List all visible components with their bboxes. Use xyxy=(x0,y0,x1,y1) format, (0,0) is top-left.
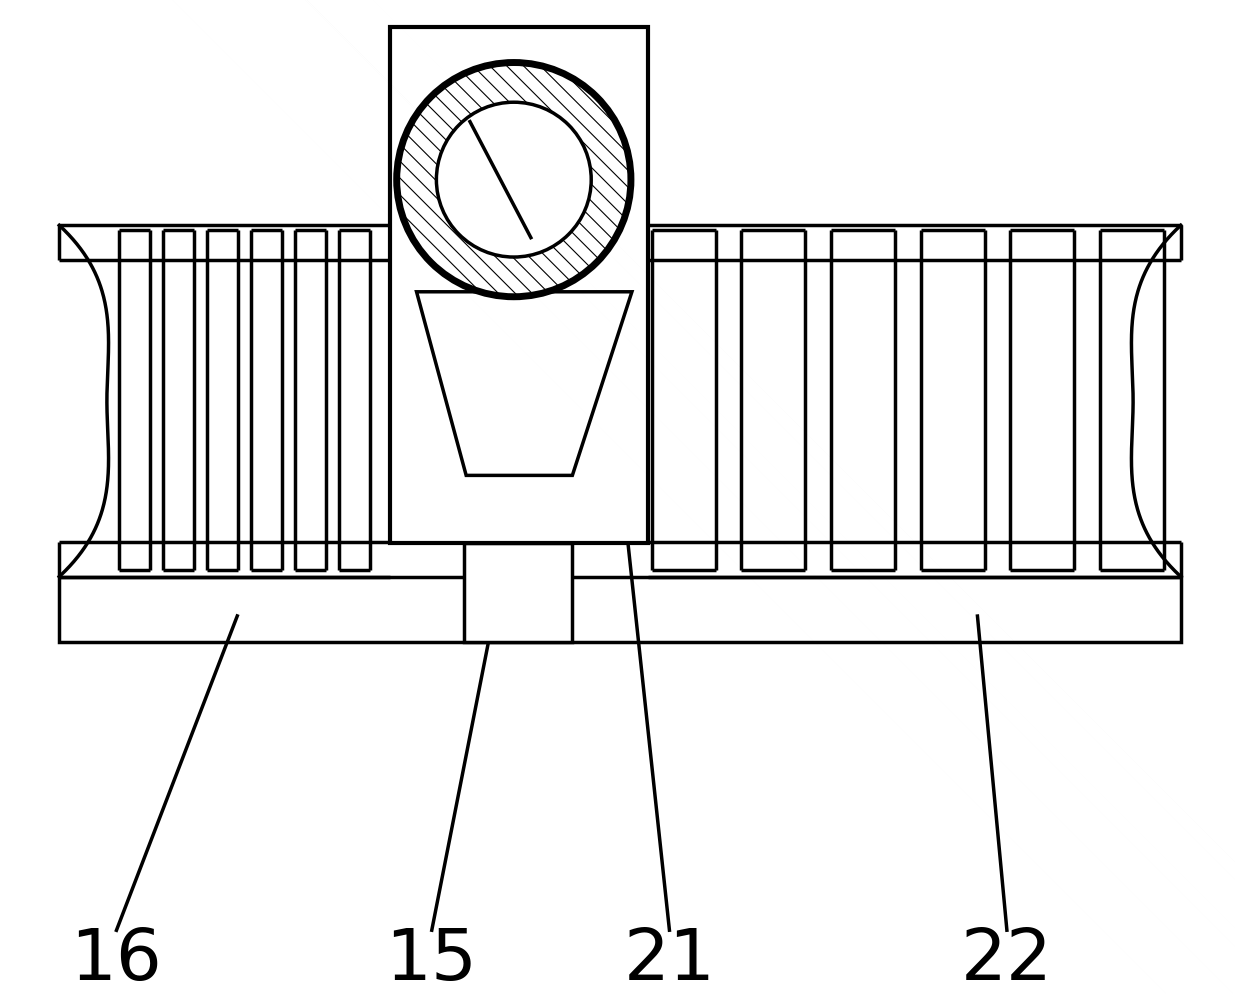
Text: 22: 22 xyxy=(961,925,1053,994)
Circle shape xyxy=(397,63,631,298)
Text: 21: 21 xyxy=(624,925,715,994)
Circle shape xyxy=(436,103,591,258)
Polygon shape xyxy=(417,293,632,476)
Bar xyxy=(60,577,1180,642)
Bar xyxy=(389,28,647,543)
Text: 15: 15 xyxy=(386,925,477,994)
Bar xyxy=(464,543,573,642)
Text: 16: 16 xyxy=(69,925,161,994)
